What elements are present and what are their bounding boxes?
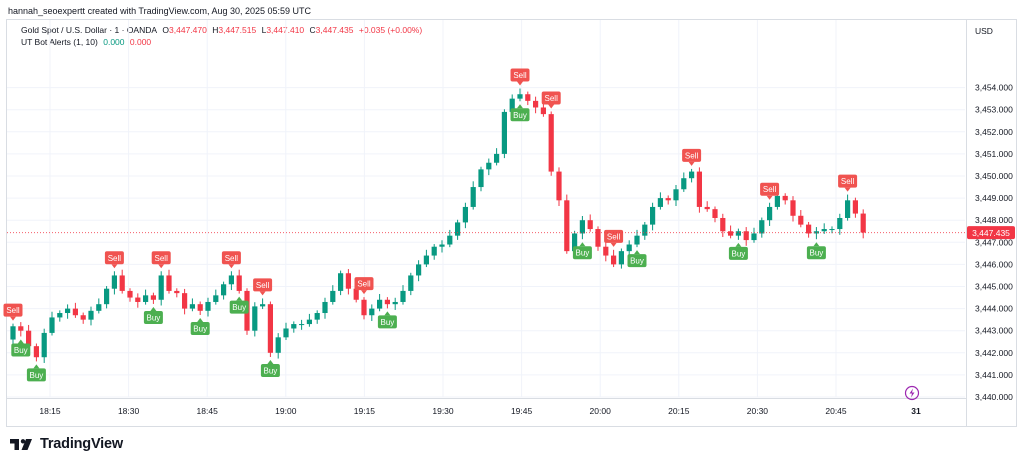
low-label: L [261, 25, 267, 35]
tradingview-logo[interactable]: TradingView [10, 434, 123, 454]
open-value: 3,447.470 [169, 25, 207, 35]
indicator-name[interactable]: UT Bot Alerts (1, 10) [21, 37, 98, 47]
change-value: +0.035 (+0.00%) [358, 25, 423, 35]
close-label: C [309, 25, 316, 35]
indicator-value-2: 0.000 [129, 37, 152, 47]
chart-panel[interactable]: Gold Spot / U.S. Dollar · 1 · OANDA O3,4… [6, 19, 1017, 427]
close-value: 3,447.435 [315, 25, 354, 35]
high-label: H [212, 25, 219, 35]
low-value: 3,447.410 [266, 25, 305, 35]
ohlc-legend: Gold Spot / U.S. Dollar · 1 · OANDA O3,4… [21, 25, 425, 35]
currency-label[interactable]: USD [975, 26, 993, 36]
tradingview-logo-icon [10, 439, 32, 450]
open-label: O [162, 25, 170, 35]
high-value: 3,447.515 [218, 25, 257, 35]
tradingview-wordmark: TradingView [40, 436, 123, 452]
indicator-legend: UT Bot Alerts (1, 10) 0.000 0.000 [21, 37, 154, 47]
indicator-value-1: 0.000 [103, 37, 125, 47]
chart-attribution: hannah_seoexpertt created with TradingVi… [8, 6, 312, 16]
symbol-name[interactable]: Gold Spot / U.S. Dollar · 1 · OANDA [21, 25, 158, 35]
